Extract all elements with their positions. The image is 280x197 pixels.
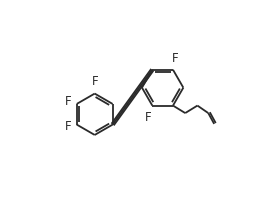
Text: F: F (91, 75, 98, 88)
Text: F: F (65, 95, 72, 108)
Text: F: F (145, 111, 152, 124)
Text: F: F (172, 52, 178, 65)
Text: F: F (65, 120, 72, 133)
